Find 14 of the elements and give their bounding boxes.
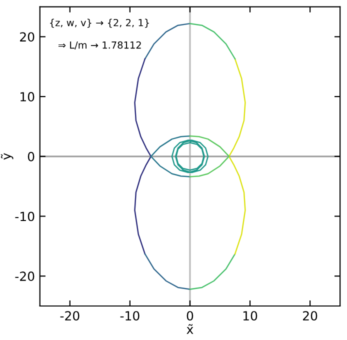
x-tick-label: 20 xyxy=(303,311,318,321)
y-tick-label: 10 xyxy=(20,92,34,102)
x-tick-label: -20 xyxy=(60,311,80,321)
y-tick-label: 20 xyxy=(20,32,34,42)
annotation: {z, w, v} → {2, 2, 1} xyxy=(50,18,149,28)
x-tick-label: 0 xyxy=(186,311,194,321)
y-tick-label: 0 xyxy=(28,152,34,162)
x-axis-title: x̃ xyxy=(186,324,194,334)
annotation: ⇒ L/m → 1.78112 xyxy=(58,41,141,50)
x-tick-label: 10 xyxy=(243,311,258,321)
x-tick-label: -10 xyxy=(120,311,140,321)
y-axis-title: ỹ xyxy=(0,153,14,160)
y-tick-label: -10 xyxy=(15,212,34,222)
y-tick-label: -20 xyxy=(15,272,34,282)
